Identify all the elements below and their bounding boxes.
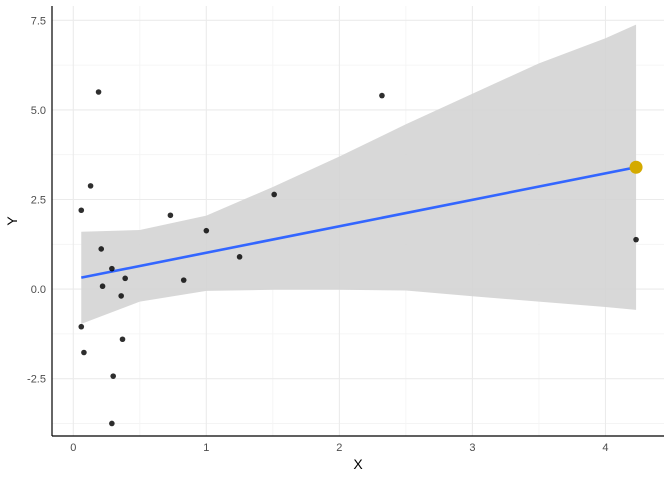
axes xyxy=(51,6,664,437)
tick-labels: 0 1 2 3 4 -2.5 0.0 2.5 5.0 7.5 xyxy=(27,15,608,454)
data-point xyxy=(203,227,210,234)
data-point xyxy=(98,246,105,252)
x-tick-label: 0 xyxy=(70,442,76,454)
y-tick-label: 7.5 xyxy=(31,15,46,27)
x-tick-label: 2 xyxy=(336,442,342,454)
y-tick-label: 5.0 xyxy=(31,105,46,117)
x-tick-label: 3 xyxy=(469,442,475,454)
y-tick-label: 2.5 xyxy=(31,195,46,207)
data-point xyxy=(87,183,94,189)
x-tick-label: 4 xyxy=(602,442,608,454)
data-point xyxy=(81,349,87,356)
x-axis-title: X xyxy=(353,456,363,472)
data-point xyxy=(99,283,106,290)
data-point xyxy=(78,207,85,214)
data-point xyxy=(379,92,385,99)
y-axis-title: Y xyxy=(4,216,20,226)
y-tick-label: -2.5 xyxy=(27,374,46,386)
data-point xyxy=(633,236,639,243)
data-point xyxy=(109,265,115,272)
highlighted-point xyxy=(629,160,643,174)
data-point xyxy=(110,373,116,379)
data-point xyxy=(78,323,85,330)
y-tick-label: 0.0 xyxy=(31,284,46,296)
data-point xyxy=(167,212,174,219)
data-point xyxy=(180,277,187,283)
data-point xyxy=(122,275,128,282)
data-point xyxy=(271,191,277,198)
data-points xyxy=(78,89,643,427)
data-point xyxy=(236,254,243,260)
x-tick-label: 1 xyxy=(203,442,209,454)
data-point xyxy=(118,293,124,299)
data-point xyxy=(109,420,115,427)
regression-line-layer xyxy=(81,165,637,279)
regression-line xyxy=(81,165,637,279)
data-point xyxy=(119,336,126,343)
data-point xyxy=(95,89,102,95)
